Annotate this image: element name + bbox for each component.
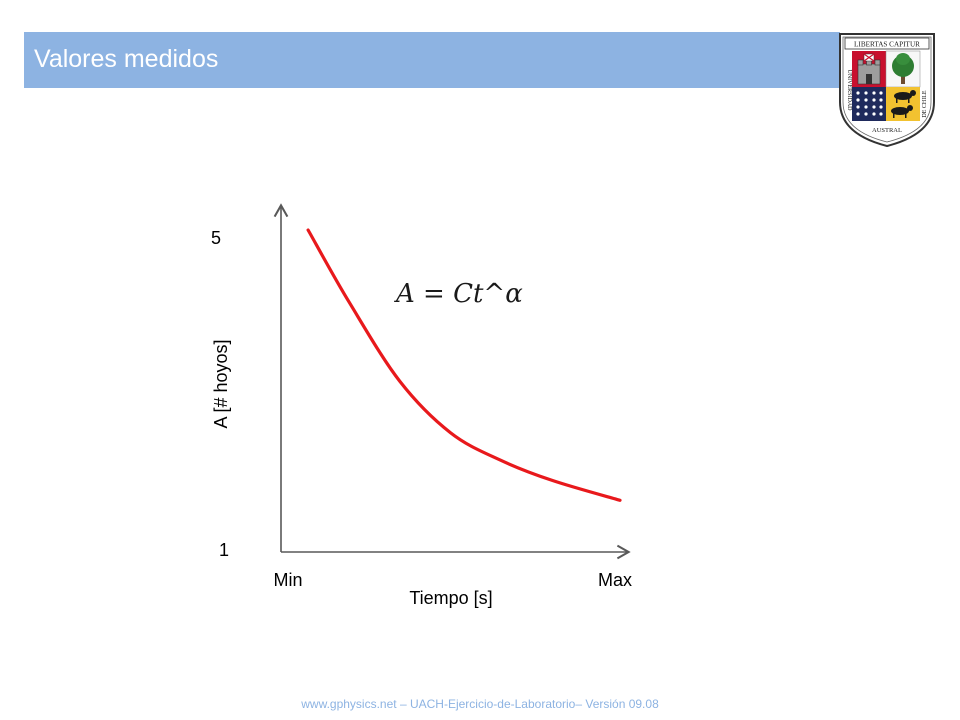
series-curve (306, 228, 622, 502)
x-tick-label-min: Min (273, 570, 302, 590)
title-bar: Valores medidos (24, 32, 840, 88)
crest-name-bottom: AUSTRAL (872, 127, 902, 134)
footer-text: www.gphysics.net – UACH-Ejercicio-de-Lab… (301, 697, 659, 711)
y-tick-label-min: 1 (219, 540, 229, 560)
equation-annotation: A = Ct^α (394, 279, 523, 309)
page-title: Valores medidos (34, 45, 219, 73)
y-axis-label: A [# hoyos] (211, 339, 231, 428)
crest-name-right: DE CHILE (922, 90, 928, 117)
cattle-icon (891, 90, 916, 118)
x-tick-label-max: Max (598, 570, 632, 590)
crest-motto: LIBERTAS CAPITUR (854, 41, 920, 49)
x-axis-label: Tiempo [s] (409, 588, 492, 608)
university-crest-logo: LIBERTAS CAPITUR UNIVERSIDAD AUSTRAL DE (839, 33, 935, 148)
crest-name-left: UNIVERSIDAD (846, 70, 852, 112)
stars-icon (856, 91, 883, 116)
tree-icon (892, 53, 914, 84)
y-tick-label-max: 5 (211, 228, 221, 248)
castle-icon (857, 53, 881, 85)
